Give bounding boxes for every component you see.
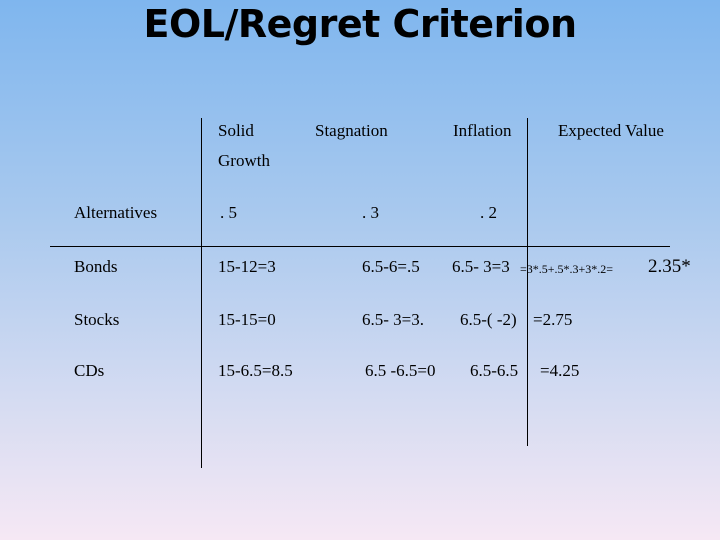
header-inflation: Inflation [453, 121, 512, 140]
row-bonds-solid-growth: 15-12=3 [218, 257, 276, 276]
row-bonds-stagnation: 6.5-6=.5 [362, 257, 420, 276]
slide-title: EOL/Regret Criterion [143, 2, 577, 46]
header-solid: Solid [218, 121, 254, 140]
row-cds-inflation: 6.5-6.5 [470, 361, 519, 380]
row-stocks-label: Stocks [74, 310, 120, 329]
probability-inflation: . 2 [480, 203, 497, 222]
row-stocks-stagnation: 6.5- 3=3. [362, 310, 424, 329]
header-expected-value: Expected Value [558, 121, 664, 140]
row-stocks-inflation: 6.5-( -2) [460, 310, 517, 329]
row-cds-ev: =4.25 [540, 361, 580, 380]
row-cds-solid-growth: 15-6.5=8.5 [218, 361, 293, 380]
row-stocks-ev: =2.75 [533, 310, 573, 329]
row-bonds-ev-result: 2.35* [648, 256, 691, 277]
header-growth: Growth [218, 151, 270, 170]
column-divider-left [201, 118, 202, 468]
header-stagnation: Stagnation [315, 121, 388, 140]
row-cds-stagnation: 6.5 -6.5=0 [365, 361, 436, 380]
row-stocks-solid-growth: 15-15=0 [218, 310, 276, 329]
row-bonds-label: Bonds [74, 257, 118, 276]
probability-stagnation: . 3 [362, 203, 379, 222]
header-divider [50, 246, 670, 247]
row-cds-label: CDs [74, 361, 105, 380]
probability-solid-growth: . 5 [220, 203, 237, 222]
column-divider-right [527, 118, 528, 446]
row-bonds-ev-formula: =3*.5+.5*.3+3*.2= [520, 262, 614, 276]
alternatives-label: Alternatives [74, 203, 158, 222]
row-bonds-inflation: 6.5- 3=3 [452, 257, 510, 276]
